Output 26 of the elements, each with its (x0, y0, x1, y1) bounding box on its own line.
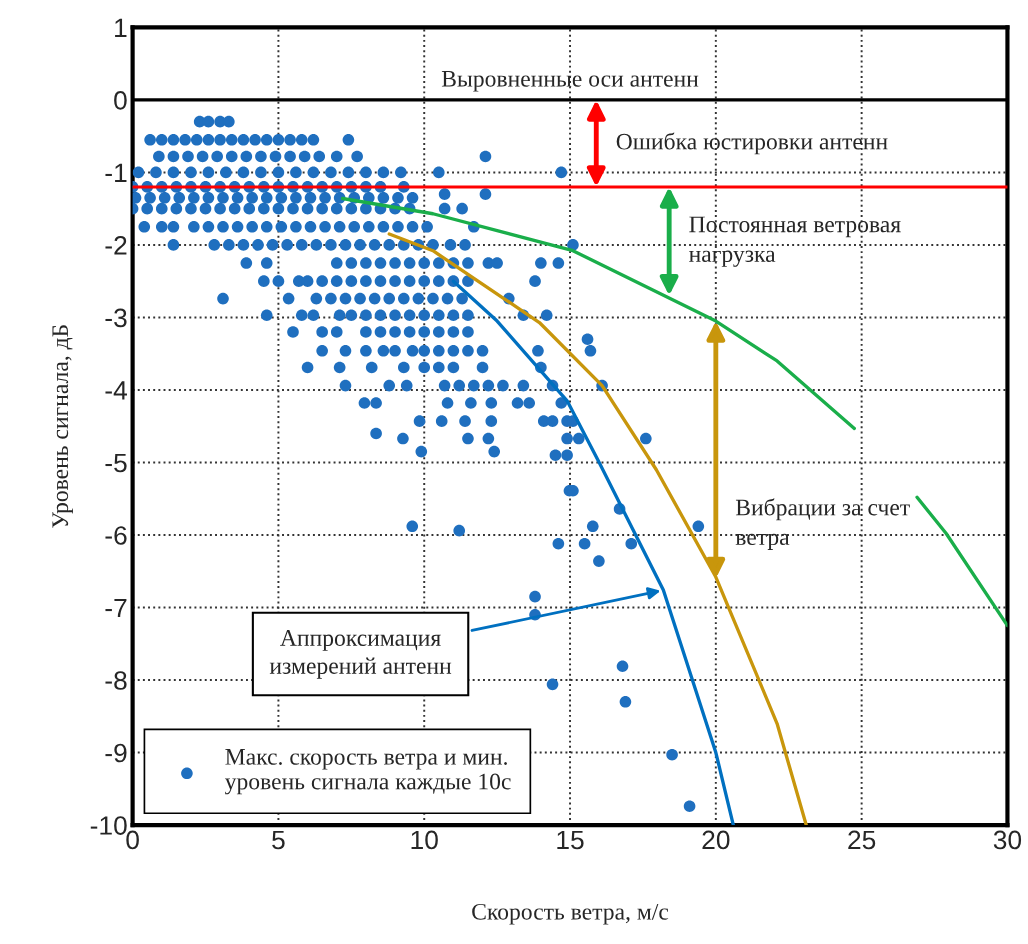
y-tick-label: -1 (105, 163, 127, 182)
x-tick-label: 10 (411, 830, 438, 850)
y-tick-label: 1 (115, 18, 127, 37)
y-tick-label: -7 (105, 598, 127, 618)
y-tick-label: -8 (105, 671, 127, 690)
y-tick-label: -2 (105, 236, 127, 255)
x-axis-title: Скорость ветра, м/с (472, 903, 669, 925)
x-tick-label: 20 (702, 830, 730, 850)
y-tick-label: -5 (105, 453, 127, 473)
y-tick-label: -9 (105, 743, 127, 763)
annotation: Аппроксимация измерений антенн (269, 630, 452, 679)
y-tick-label: -4 (105, 381, 127, 400)
ref-line-label: Выровненные оси антенн (441, 71, 699, 92)
y-tick-label: -3 (105, 308, 127, 328)
x-tick-label: 25 (848, 830, 876, 850)
x-tick-label: 5 (272, 830, 285, 850)
annotation: Вибрации за счет ветра (735, 498, 910, 550)
annotation: Ошибка юстировки антенн (616, 132, 888, 155)
x-tick-label: 30 (993, 830, 1022, 850)
x-tick-label: 15 (557, 830, 584, 850)
y-tick-label: 0 (114, 91, 127, 110)
annotation: Постоянная ветровая нагрузка (689, 216, 901, 267)
y-tick-label: -10 (90, 816, 127, 835)
y-tick-label: -6 (105, 526, 127, 545)
legend-label: Макс. скорость ветра и мин. уровень сигнала каждые 10с (224, 749, 511, 795)
y-axis-title: Уровень сигнала, дБ (52, 325, 73, 528)
